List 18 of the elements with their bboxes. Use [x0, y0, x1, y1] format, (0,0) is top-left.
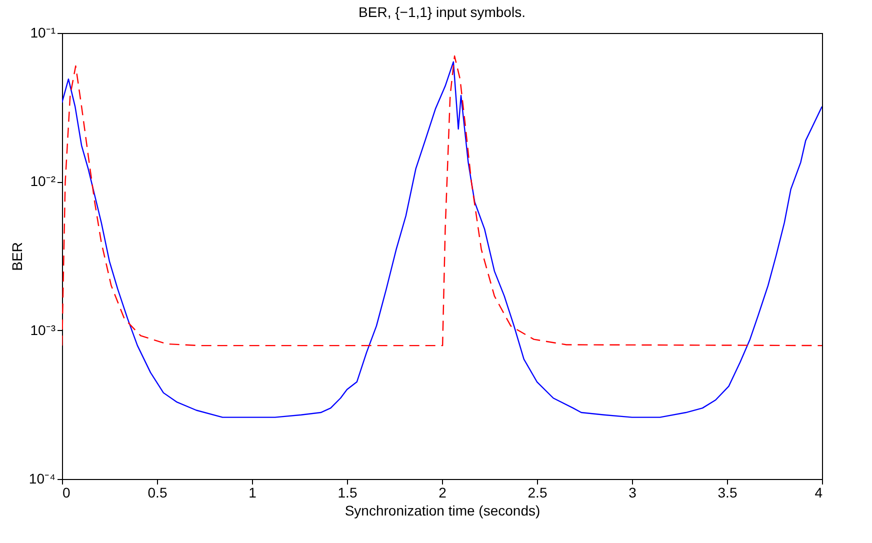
x-tick-label: 3.5: [718, 484, 738, 500]
x-tick-label: 0: [62, 484, 70, 500]
y-axis-title: BER: [8, 242, 25, 271]
line-series: [62, 55, 822, 346]
chart-title: BER, {−1,1} input symbols.: [358, 4, 526, 20]
y-tick-label: 10⁻²: [30, 173, 56, 190]
y-tick-label: 10⁻⁴: [28, 470, 56, 486]
y-tick-label: 10⁻³: [30, 322, 56, 338]
x-axis-title: Synchronization time (seconds): [344, 502, 540, 518]
x-tick-label: 2: [438, 484, 447, 500]
x-tick-label: 0.5: [148, 484, 168, 500]
x-tick-label: 2.5: [528, 484, 548, 500]
y-tick-label: 10⁻¹: [30, 24, 56, 40]
x-tick-label: 1.5: [338, 484, 358, 500]
x-tick-label: 3: [628, 484, 637, 500]
x-tick-label: 4: [814, 484, 823, 500]
line-series: [62, 61, 822, 418]
x-tick-label: 1: [248, 484, 257, 500]
